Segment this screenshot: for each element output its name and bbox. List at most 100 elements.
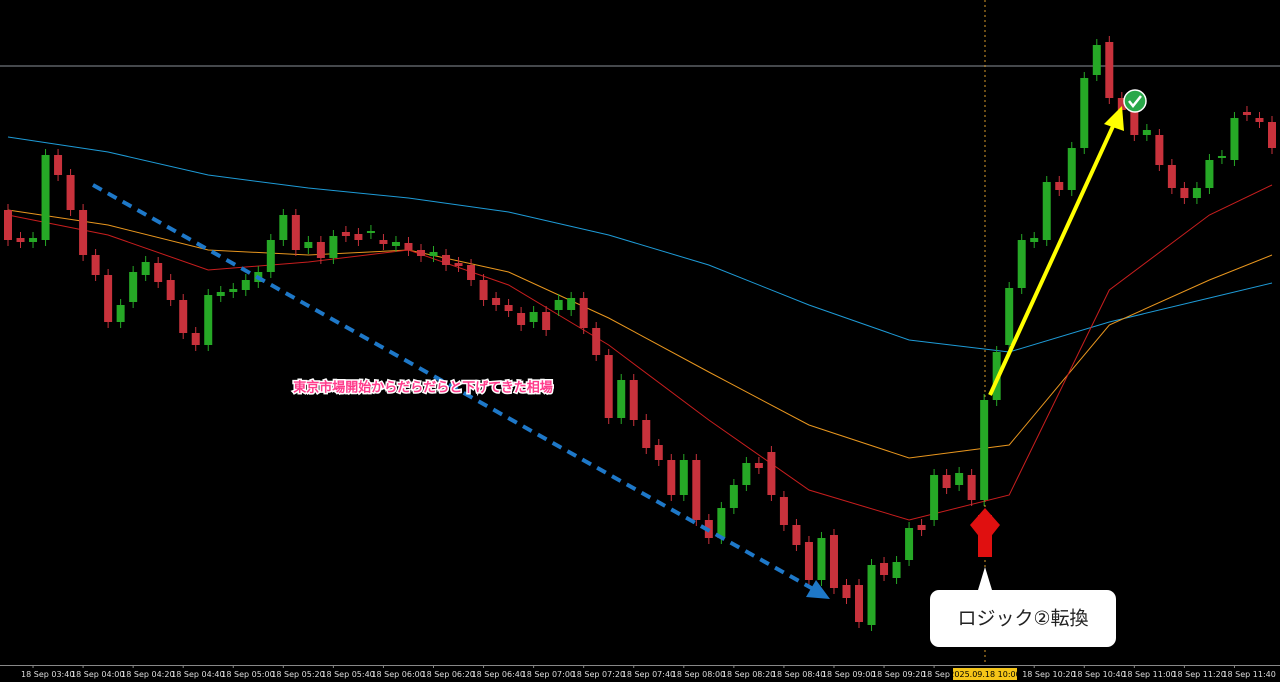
x-tick-label: 18 Sep 11:00: [1122, 670, 1175, 679]
candle: [1205, 160, 1214, 188]
candle: [1167, 165, 1176, 188]
moving-average: [7, 136, 1273, 353]
candle: [429, 252, 438, 256]
candle: [930, 475, 939, 520]
x-tick-label: 18 Sep 04:20: [121, 670, 174, 679]
x-tick-label: 18 Sep 05:20: [271, 670, 324, 679]
trend-arrow: [92, 183, 816, 592]
candle: [817, 538, 826, 580]
candle: [617, 380, 626, 418]
signal-arrow: [970, 515, 1000, 544]
candle: [1242, 112, 1251, 115]
x-tick-label: 18 Sep 09:20: [872, 670, 925, 679]
candle: [492, 298, 501, 305]
candle: [967, 475, 976, 500]
callout-box: [930, 590, 1116, 647]
candle: [1180, 188, 1189, 198]
candle: [54, 155, 63, 175]
candle: [366, 231, 375, 233]
candle: [1030, 238, 1039, 242]
candle: [567, 298, 576, 310]
candle: [204, 295, 213, 345]
candle: [29, 238, 38, 242]
candle: [529, 312, 538, 322]
candle: [1042, 182, 1051, 240]
x-tick-label: 18 Sep 06:00: [371, 670, 424, 679]
candle: [41, 155, 50, 240]
x-tick-label: 18 Sep 08:00: [672, 670, 725, 679]
x-tick-label: 18 Sep 08:20: [722, 670, 775, 679]
trend-note: 東京市場開始からだらだらと下げてきた相場: [293, 380, 553, 396]
candle: [842, 585, 851, 598]
candle: [1105, 42, 1114, 98]
candle: [391, 242, 400, 246]
candle: [442, 255, 451, 265]
trend-arrow-head: [806, 580, 830, 599]
candle: [1217, 156, 1226, 158]
candle: [1155, 135, 1164, 165]
candle: [266, 240, 275, 272]
candle: [191, 333, 200, 345]
moving-average: [7, 209, 1273, 459]
candle: [154, 263, 163, 282]
candle: [517, 313, 526, 325]
candle: [905, 528, 914, 560]
candle: [129, 272, 138, 302]
check-icon: [1123, 89, 1147, 113]
x-tick-label: 18 Sep 03:40: [21, 670, 74, 679]
candle: [1005, 288, 1014, 345]
candle: [642, 420, 651, 448]
candle: [779, 497, 788, 525]
x-tick-label: 18 Sep 07:00: [522, 670, 575, 679]
x-tick-label: 18 Sep 06:20: [422, 670, 475, 679]
candle: [604, 355, 613, 418]
x-tick-label: 18 Sep 07:20: [572, 670, 625, 679]
candle: [141, 262, 150, 275]
candle: [1230, 118, 1239, 160]
candle: [880, 563, 889, 575]
x-tick-label: 18 Sep 07:40: [622, 670, 675, 679]
overlay: ロジック②転換 東京市場開始からだらだらと下げてきた相場: [92, 89, 1147, 647]
x-label-highlight: [953, 668, 1017, 680]
x-tick-label: 2025.09.18 10:00: [949, 670, 1020, 679]
x-tick-label: 18 Sep 04:40: [171, 670, 224, 679]
candle: [1092, 45, 1101, 75]
candle: [379, 240, 388, 244]
candle: [980, 400, 989, 500]
candle: [479, 280, 488, 300]
candle: [179, 300, 188, 333]
candle: [216, 292, 225, 296]
candle: [329, 236, 338, 258]
x-tick-label: 18 Sep 04:00: [71, 670, 124, 679]
candle: [166, 280, 175, 300]
x-tick-label: 18 Sep 11:20: [1172, 670, 1225, 679]
candle: [629, 380, 638, 420]
candle: [679, 460, 688, 495]
candle: [1192, 188, 1201, 198]
candle: [542, 312, 551, 330]
x-tick-label: 18 Sep 09:00: [822, 670, 875, 679]
moving-average: [7, 184, 1273, 521]
candle: [354, 234, 363, 240]
candle: [1255, 118, 1264, 122]
candle: [855, 585, 864, 622]
candle: [742, 463, 751, 485]
x-tick-label: 18 Sep 11:40: [1222, 670, 1275, 679]
candle: [1117, 98, 1126, 110]
x-tick-label: 18 Sep 10:40: [1072, 670, 1125, 679]
candle: [104, 275, 113, 322]
candle: [917, 525, 926, 530]
candle: [4, 210, 12, 240]
candle: [279, 215, 288, 240]
candle: [504, 305, 513, 311]
candle: [867, 565, 876, 625]
candle: [1268, 122, 1276, 148]
candle: [79, 210, 88, 255]
candle: [91, 255, 100, 275]
candle: [829, 535, 838, 588]
x-tick-label: 18 Sep 05:40: [321, 670, 374, 679]
x-tick-label: 18 Sep 10:20: [1022, 670, 1075, 679]
candle: [66, 175, 75, 210]
